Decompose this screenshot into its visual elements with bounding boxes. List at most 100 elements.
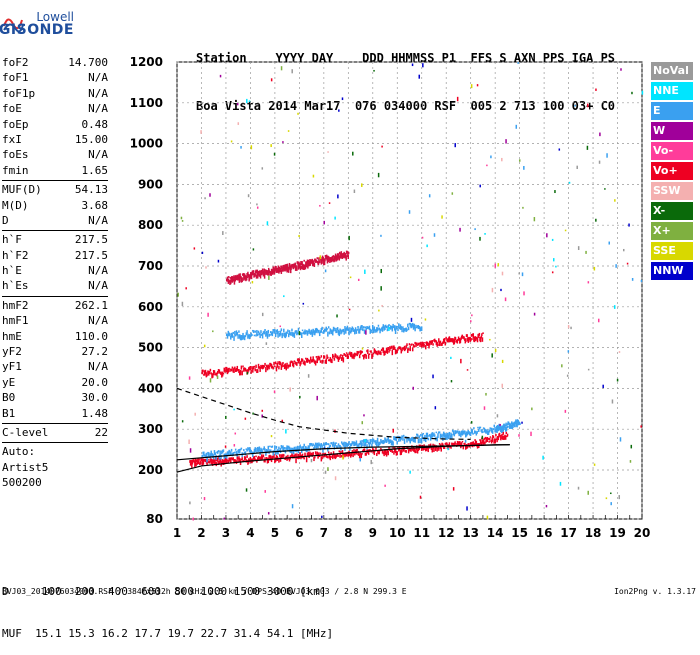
echo-point <box>483 437 486 440</box>
param-key: foEp <box>2 117 29 131</box>
echo-point <box>420 438 423 444</box>
echo-point <box>354 442 356 446</box>
echo-point <box>320 355 323 358</box>
noise-point <box>287 130 290 132</box>
param-value: 1.65 <box>81 163 109 177</box>
echo-point <box>345 442 348 447</box>
echo-point <box>433 434 436 437</box>
param-row: hmF2 262.1 <box>2 298 108 313</box>
echo-point <box>413 323 416 329</box>
echo-point <box>412 446 415 452</box>
noise-point <box>224 445 227 448</box>
echo-point <box>336 446 339 449</box>
noise-point <box>484 233 486 235</box>
echo-point <box>270 455 272 461</box>
echo-point <box>358 328 360 334</box>
echo-point <box>233 275 235 279</box>
echo-point <box>248 366 251 371</box>
echo-point <box>497 436 500 441</box>
noise-point <box>545 504 548 508</box>
echo-point <box>256 269 259 274</box>
echo-point <box>381 326 384 332</box>
echo-point <box>226 459 229 462</box>
echo-point <box>373 450 376 456</box>
echo-point <box>462 445 465 450</box>
echo-point <box>239 448 241 454</box>
echo-point <box>419 438 421 444</box>
echo-point <box>307 445 310 451</box>
echo-point <box>385 450 387 456</box>
echo-point <box>427 446 429 453</box>
echo-point <box>519 422 521 426</box>
echo-point <box>275 454 278 461</box>
noise-point <box>564 409 567 413</box>
echo-point <box>336 330 338 333</box>
echo-point <box>301 358 303 362</box>
echo-point <box>442 341 444 344</box>
echo-point <box>269 333 271 336</box>
noise-point <box>270 435 273 438</box>
echo-point <box>337 443 340 446</box>
echo-point <box>504 435 507 440</box>
echo-point <box>309 359 311 364</box>
echo-point <box>334 454 336 460</box>
echo-point <box>234 334 237 337</box>
echo-point <box>447 444 450 450</box>
echo-point <box>458 441 460 446</box>
echo-point <box>318 332 321 337</box>
echo-point <box>229 369 231 372</box>
echo-point <box>447 432 449 439</box>
param-value: N/A <box>88 279 108 293</box>
noise-point <box>361 347 364 350</box>
echo-point <box>466 431 469 436</box>
echo-point <box>394 437 397 441</box>
echo-point <box>306 259 309 264</box>
echo-point <box>302 445 305 451</box>
param-value: N/A <box>88 86 108 100</box>
echo-point <box>391 326 394 332</box>
echo-point <box>343 353 345 356</box>
echo-point <box>231 333 234 338</box>
echo-point <box>304 329 306 335</box>
echo-point <box>247 335 250 338</box>
noise-point <box>456 96 459 102</box>
echo-point <box>465 338 467 342</box>
echo-point <box>317 444 319 449</box>
echo-point <box>210 372 212 375</box>
echo-point <box>246 330 248 334</box>
echo-point <box>435 340 438 346</box>
echo-point <box>428 434 430 437</box>
echo-point <box>240 365 243 370</box>
echo-point <box>363 439 365 443</box>
echo-point <box>480 429 482 432</box>
echo-point <box>309 259 311 264</box>
echo-point <box>475 432 478 436</box>
echo-point <box>328 331 331 335</box>
echo-point <box>358 444 360 449</box>
noise-point <box>291 69 293 74</box>
echo-point <box>287 364 290 368</box>
noise-point <box>321 515 323 518</box>
noise-point <box>491 287 494 293</box>
echo-point <box>330 442 332 445</box>
echo-point <box>407 323 409 328</box>
echo-point <box>251 334 253 336</box>
noise-point <box>564 229 567 232</box>
echo-point <box>358 350 360 354</box>
echo-point <box>310 359 313 363</box>
param-key: hmF1 <box>2 314 29 328</box>
noise-point <box>377 172 380 178</box>
echo-point <box>337 329 340 335</box>
echo-point <box>326 328 328 331</box>
echo-point <box>319 330 322 333</box>
echo-point <box>436 448 438 452</box>
echo-point <box>438 341 441 347</box>
echo-point <box>338 450 341 453</box>
echo-point <box>448 442 451 446</box>
param-row: foEp 0.48 <box>2 117 108 132</box>
noise-point <box>323 220 325 225</box>
noise-point <box>474 228 476 231</box>
x-tick-label: 13 <box>462 526 479 540</box>
echo-point <box>202 458 204 462</box>
echo-point <box>230 335 232 340</box>
